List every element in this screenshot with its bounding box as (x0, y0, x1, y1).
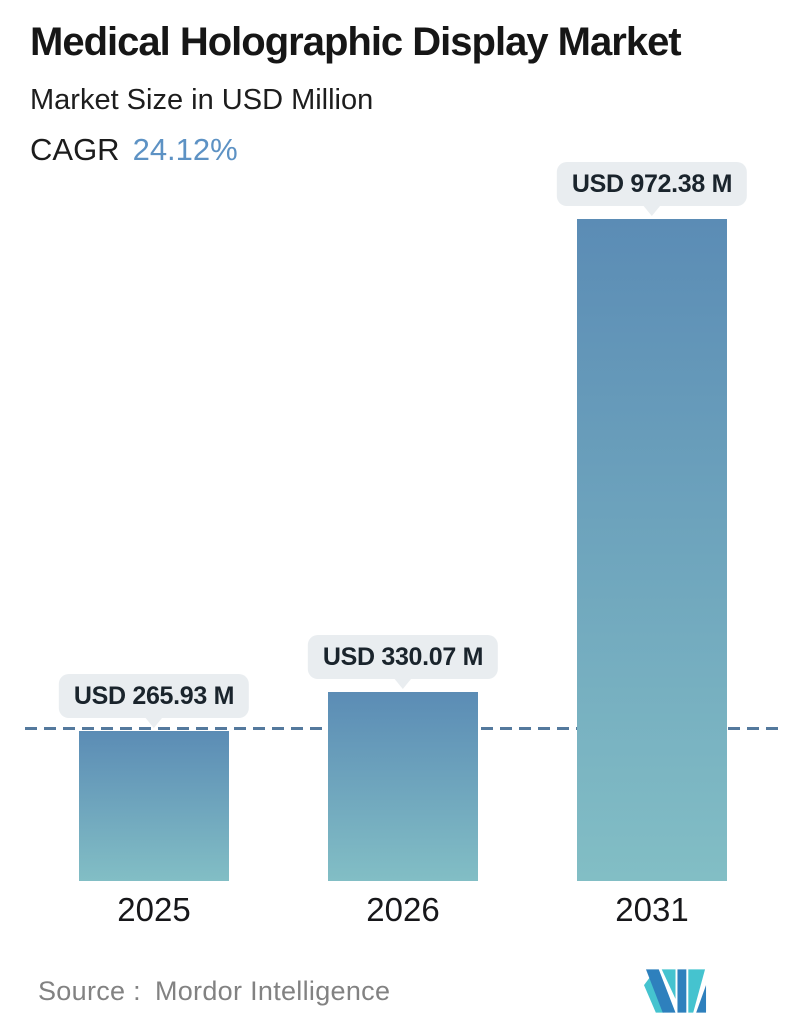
value-callout-text: USD 265.93 M (73, 682, 235, 710)
chart-subtitle: Market Size in USD Million (30, 84, 374, 116)
logo-left-teal-stripe (644, 977, 664, 1013)
source-label: Source : (38, 976, 141, 1006)
source-value: Mordor Intelligence (154, 976, 391, 1006)
value-callout-2025: USD 265.93 M (58, 674, 250, 718)
bar-group-2026: USD 330.07 M 2026 (307, 0, 499, 1034)
logo-right-blue-bar (677, 969, 687, 1013)
bar-group-2031: USD 972.38 M 2031 (556, 0, 748, 1034)
bar-2026 (328, 692, 478, 881)
bar-2031 (577, 219, 727, 881)
logo-middle-teal-triangle (661, 969, 676, 999)
source-line: Source : Mordor Intelligence (38, 976, 390, 1007)
value-callout-text: USD 330.07 M (322, 643, 484, 671)
axis-label-2025: 2025 (117, 891, 191, 928)
mordor-intelligence-logo (644, 969, 707, 1013)
cagr-label: CAGR (30, 132, 120, 167)
value-callout-2031: USD 972.38 M (556, 162, 748, 206)
value-callout-text: USD 972.38 M (571, 170, 733, 198)
logo-right-teal-panel (688, 969, 706, 1013)
axis-label-2031: 2031 (615, 891, 689, 928)
value-callout-2026: USD 330.07 M (307, 635, 499, 679)
cagr-value: 24.12% (132, 132, 238, 167)
logo-right-blue-triangle (696, 985, 707, 1013)
cagr-row: CAGR 24.12% (30, 132, 238, 168)
bar-2025 (79, 731, 229, 881)
bar-group-2025: USD 265.93 M 2025 (58, 0, 250, 1034)
axis-label-2026: 2026 (366, 891, 440, 928)
logo-left-blue-stripe (645, 969, 676, 1013)
page-title: Medical Holographic Display Market (30, 20, 682, 64)
